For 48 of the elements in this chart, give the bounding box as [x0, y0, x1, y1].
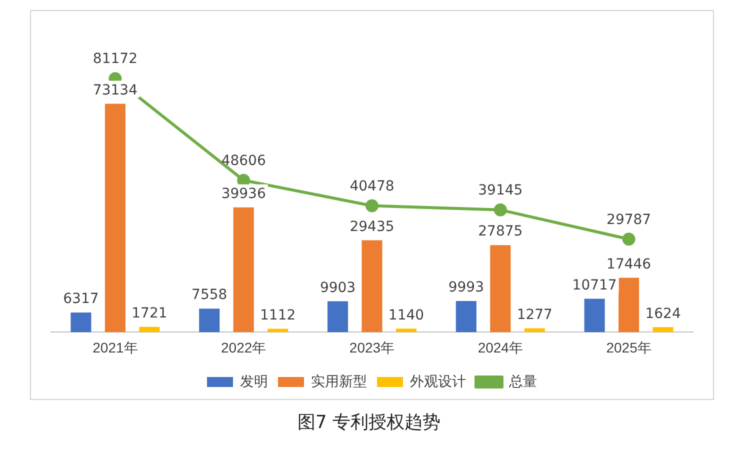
data-label: 17446	[606, 256, 652, 272]
data-label: 7558	[192, 287, 228, 304]
bar	[524, 328, 545, 332]
bar	[199, 308, 220, 332]
bar	[327, 301, 348, 332]
data-label: 48606	[221, 152, 266, 169]
data-label: 1140	[388, 307, 424, 324]
bar	[233, 207, 254, 332]
legend-label: 实用新型	[311, 372, 367, 389]
point	[622, 232, 636, 246]
data-label: 1277	[516, 306, 552, 323]
bar	[104, 104, 126, 332]
data-label: 39145	[478, 182, 523, 199]
x-tick-label: 2022年	[221, 339, 266, 356]
data-label: 40478	[350, 178, 394, 194]
point	[366, 199, 378, 212]
bar	[362, 240, 382, 332]
x-tick-label: 2021年	[92, 339, 138, 356]
data-label: 39936	[221, 186, 266, 202]
bar	[268, 328, 288, 332]
data-label: 9903	[320, 280, 356, 296]
data-label: 73134	[92, 82, 138, 98]
data-label: 27875	[478, 224, 523, 240]
bar	[490, 245, 511, 332]
legend-label: 总量	[508, 372, 537, 389]
data-label: 1721	[132, 305, 168, 322]
bar	[396, 328, 417, 332]
x-tick-label: 2023年	[349, 339, 395, 356]
data-label: 29435	[350, 218, 394, 235]
bar	[652, 327, 674, 332]
data-label: 81172	[92, 51, 138, 68]
data-label: 1624	[645, 306, 681, 322]
bar	[618, 278, 640, 332]
bar	[70, 312, 92, 332]
legend-label: 发明	[240, 372, 268, 389]
legend-label: 外观设计	[410, 372, 466, 389]
bar	[584, 298, 605, 332]
data-label: 10717	[572, 277, 617, 294]
bar	[456, 300, 476, 332]
point	[494, 203, 507, 216]
data-label: 29787	[606, 212, 652, 228]
x-tick-label: 2024年	[478, 339, 523, 356]
data-label: 1112	[260, 307, 296, 324]
data-label: 9993	[448, 280, 484, 296]
x-tick-label: 2025年	[606, 339, 652, 356]
bar	[139, 326, 160, 332]
data-label: 6317	[63, 291, 99, 308]
text: 图7 专利授权趋势	[296, 411, 442, 434]
